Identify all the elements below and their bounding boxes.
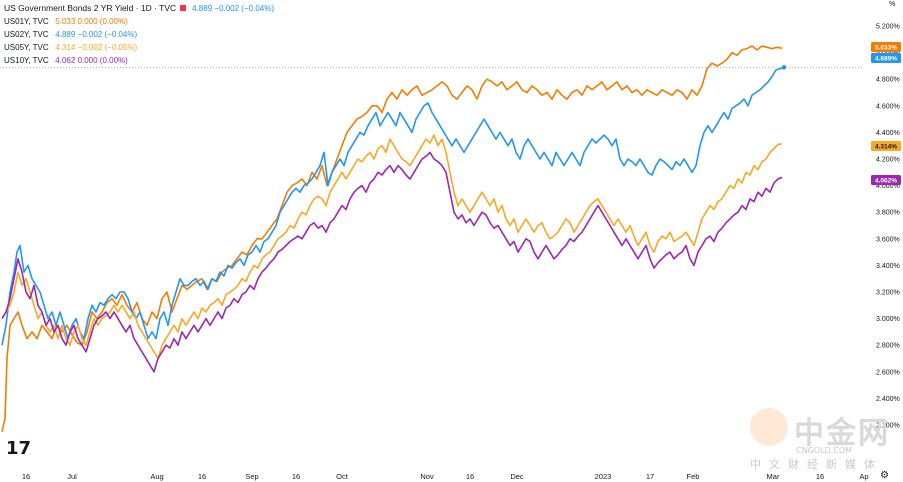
last-point-marker bbox=[781, 65, 787, 70]
x-tick-label: 16 bbox=[22, 472, 30, 481]
main-change: −0.002 (−0.04%) bbox=[214, 4, 274, 13]
legend-row-us01y[interactable]: US01Y, TVC 5.033 0.000 (0.00%) bbox=[4, 15, 274, 28]
y-axis: 2.200% 2.400% 2.600% 2.800% 3.000% 3.200% 3.40… bbox=[876, 24, 900, 430]
legend-change: −0.002 (−0.04%) bbox=[77, 30, 138, 39]
y-tick-label: 4.000% bbox=[876, 183, 900, 190]
axis-unit-label: % bbox=[889, 1, 896, 8]
y-tick-label: 3.200% bbox=[876, 290, 900, 297]
y-tick-label: 3.000% bbox=[876, 316, 900, 323]
legend-value: 4.314 bbox=[55, 43, 76, 52]
legend-change: 0.000 (0.00%) bbox=[77, 56, 128, 65]
x-axis: 16 Jul Aug 16 Sep 16 Oct Nov 16 Dec 2023 17 Feb Mar 16… bbox=[22, 472, 869, 481]
badge-bg bbox=[871, 175, 901, 185]
x-tick-label: Aug bbox=[150, 472, 163, 481]
series-layer bbox=[1, 45, 787, 432]
legend-symbol: US02Y, TVC bbox=[4, 30, 49, 39]
flag-icon bbox=[180, 5, 187, 11]
legend-symbol: US01Y, TVC bbox=[4, 17, 49, 26]
x-tick-label: 16 bbox=[198, 472, 206, 481]
legend-row-us05y[interactable]: US05Y, TVC 4.314 −0.002 (−0.05%) bbox=[4, 41, 274, 54]
x-tick-label: Feb bbox=[687, 472, 700, 481]
legend-symbol: US05Y, TVC bbox=[4, 43, 49, 52]
badge-label: 5.033% bbox=[875, 45, 897, 52]
badge-bg bbox=[871, 53, 901, 63]
tradingview-logo[interactable]: 17 bbox=[6, 438, 32, 459]
x-tick-label: Mar bbox=[767, 472, 780, 481]
series-line-us02y[interactable] bbox=[1, 66, 785, 346]
x-tick-label: Nov bbox=[420, 472, 434, 481]
badge-bg bbox=[871, 141, 901, 151]
watermark-sub: 中文财经新媒体 bbox=[750, 458, 883, 471]
legend-symbol: US10Y, TVC bbox=[4, 56, 49, 65]
y-tick-label: 3.800% bbox=[876, 210, 900, 217]
x-tick-label: 16 bbox=[816, 472, 824, 481]
legend: US Government Bonds 2 YR Yield · 1D · TV… bbox=[4, 2, 274, 67]
y-tick-label: 3.400% bbox=[876, 263, 900, 270]
main-value: 4.889 bbox=[192, 4, 213, 13]
y-tick-label: 4.800% bbox=[876, 77, 900, 84]
watermark-cn: 中金网 bbox=[794, 416, 890, 451]
x-tick-label: Oct bbox=[336, 472, 349, 481]
price-badge: 4.062% bbox=[871, 175, 901, 185]
y-tick-label: 3.600% bbox=[876, 236, 900, 243]
y-tick-label: 5.200% bbox=[876, 24, 900, 31]
legend-value: 4.062 bbox=[55, 56, 76, 65]
x-tick-label: Ap bbox=[859, 472, 868, 481]
badge-label: 4.314% bbox=[875, 144, 897, 151]
badge-label: 4.062% bbox=[875, 178, 897, 185]
x-tick-label: 17 bbox=[646, 472, 654, 481]
legend-value: 5.033 bbox=[55, 17, 76, 26]
y-tick-label: 2.800% bbox=[876, 343, 900, 350]
y-tick-label: 4.400% bbox=[876, 130, 900, 137]
legend-change: −0.002 (−0.05%) bbox=[77, 43, 138, 52]
gear-icon[interactable]: ⚙ bbox=[880, 470, 889, 481]
y-tick-label: 4.600% bbox=[876, 103, 900, 110]
badge-label: 4.889% bbox=[875, 56, 897, 63]
x-tick-label: Dec bbox=[510, 472, 524, 481]
legend-title-row: US Government Bonds 2 YR Yield · 1D · TV… bbox=[4, 2, 274, 15]
x-tick-label: Sep bbox=[245, 472, 258, 481]
x-tick-label: 16 bbox=[466, 472, 474, 481]
price-badge: 5.033% bbox=[871, 42, 901, 52]
legend-change: 0.000 (0.00%) bbox=[77, 17, 128, 26]
price-badge: 4.314% bbox=[871, 141, 901, 151]
y-tick-label: 4.200% bbox=[876, 157, 900, 164]
series-line-us01y[interactable] bbox=[1, 45, 783, 432]
legend-row-us10y[interactable]: US10Y, TVC 4.062 0.000 (0.00%) bbox=[4, 54, 274, 67]
legend-value: 4.889 bbox=[55, 30, 76, 39]
x-tick-label: Jul bbox=[67, 472, 77, 481]
price-badges: 5.033% 4.889% 4.314% 4.062% bbox=[871, 42, 901, 185]
watermark: 中金网 CNGOLD.COM 中文财经新媒体 bbox=[748, 406, 898, 476]
badge-bg bbox=[871, 42, 901, 52]
y-tick-label: 2.400% bbox=[876, 396, 900, 403]
watermark-en: CNGOLD.COM bbox=[796, 446, 853, 455]
x-tick-label: 16 bbox=[292, 472, 300, 481]
legend-row-us02y[interactable]: US02Y, TVC 4.889 −0.002 (−0.04%) bbox=[4, 28, 274, 41]
chart-title: US Government Bonds 2 YR Yield · 1D · TV… bbox=[4, 3, 177, 13]
series-line-us05y[interactable] bbox=[1, 134, 783, 360]
price-badge: 4.889% bbox=[871, 53, 901, 63]
y-tick-label: 2.200% bbox=[876, 423, 900, 430]
x-tick-label: 2023 bbox=[595, 472, 612, 481]
series-line-us10y[interactable] bbox=[1, 151, 783, 373]
y-tick-label: 2.600% bbox=[876, 369, 900, 376]
watermark-logo-icon bbox=[750, 408, 788, 446]
